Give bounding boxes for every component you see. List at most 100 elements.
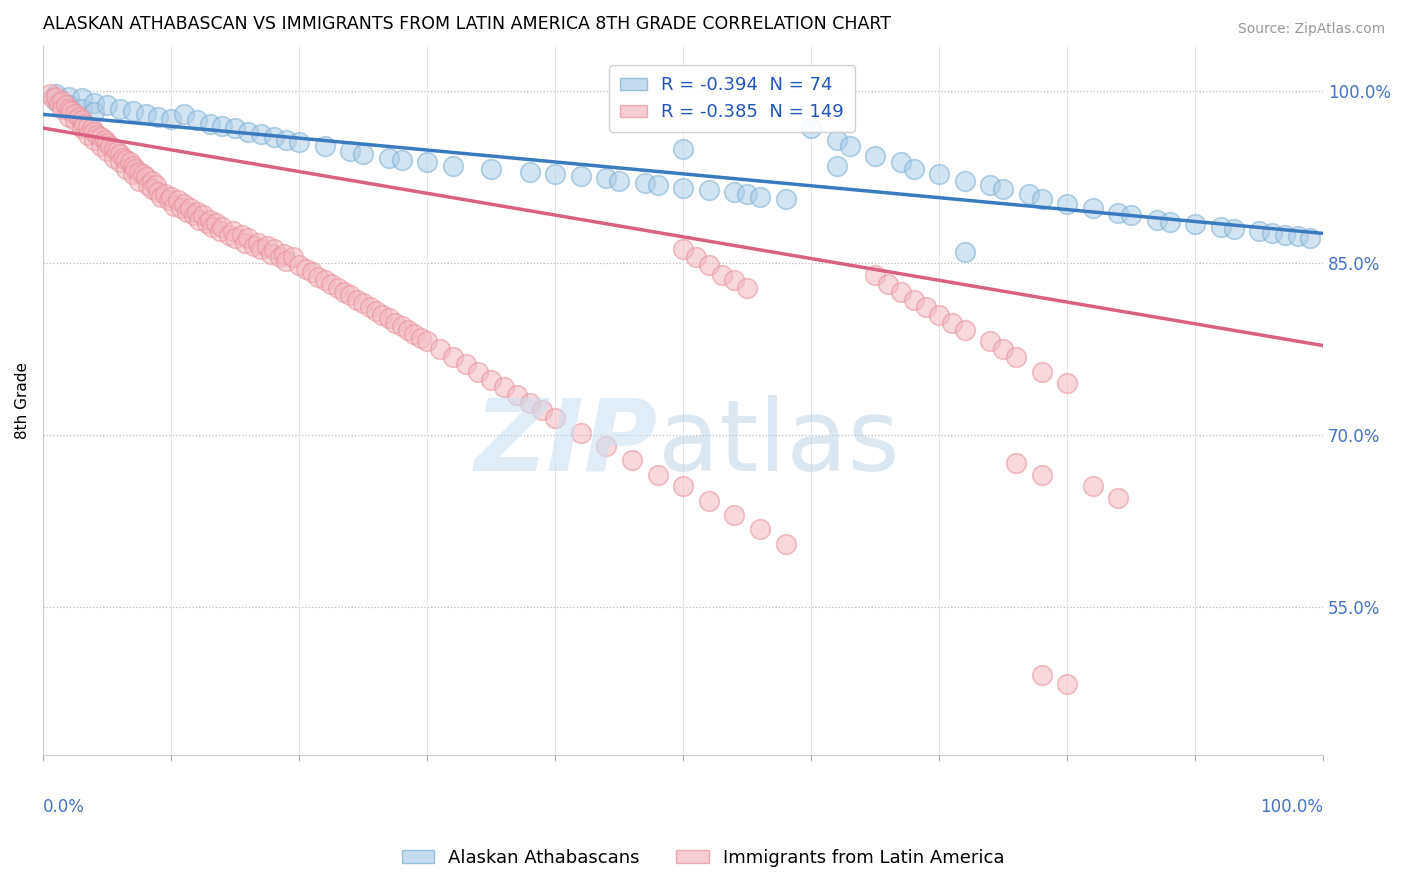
Point bbox=[166, 193, 188, 207]
Point bbox=[108, 155, 131, 169]
Point bbox=[58, 98, 80, 112]
Point bbox=[198, 116, 221, 130]
Point bbox=[211, 119, 233, 133]
Point bbox=[45, 90, 67, 104]
Point bbox=[391, 153, 413, 168]
Point bbox=[115, 153, 138, 168]
Point bbox=[775, 192, 797, 206]
Point bbox=[93, 132, 115, 146]
Point bbox=[352, 147, 374, 161]
Point bbox=[314, 273, 336, 287]
Point bbox=[346, 293, 368, 307]
Point bbox=[506, 388, 529, 402]
Point bbox=[634, 176, 657, 190]
Point bbox=[877, 277, 900, 291]
Point bbox=[314, 139, 336, 153]
Point bbox=[307, 269, 329, 284]
Point bbox=[108, 147, 131, 161]
Point bbox=[224, 231, 246, 245]
Point bbox=[96, 98, 118, 112]
Point bbox=[132, 167, 155, 181]
Point bbox=[224, 121, 246, 136]
Point bbox=[735, 187, 758, 202]
Point bbox=[221, 224, 243, 238]
Point bbox=[838, 139, 860, 153]
Point bbox=[260, 247, 283, 261]
Point bbox=[647, 467, 669, 482]
Point bbox=[98, 139, 121, 153]
Point bbox=[352, 296, 374, 310]
Point bbox=[569, 425, 592, 440]
Point bbox=[96, 136, 118, 150]
Point bbox=[121, 159, 143, 173]
Point bbox=[531, 402, 554, 417]
Point bbox=[928, 167, 950, 181]
Point bbox=[595, 171, 617, 186]
Point bbox=[479, 373, 502, 387]
Point bbox=[231, 227, 253, 242]
Point bbox=[135, 170, 157, 185]
Point bbox=[83, 124, 105, 138]
Point bbox=[339, 288, 361, 302]
Point bbox=[136, 178, 159, 193]
Point bbox=[979, 178, 1001, 193]
Point bbox=[269, 251, 291, 265]
Point bbox=[236, 124, 259, 138]
Point bbox=[903, 162, 925, 177]
Point bbox=[121, 103, 143, 118]
Point bbox=[1081, 479, 1104, 493]
Point bbox=[247, 235, 270, 250]
Point bbox=[153, 187, 176, 202]
Point bbox=[1031, 668, 1053, 682]
Point bbox=[42, 91, 65, 105]
Point bbox=[38, 87, 60, 101]
Legend: Alaskan Athabascans, Immigrants from Latin America: Alaskan Athabascans, Immigrants from Lat… bbox=[394, 842, 1012, 874]
Point bbox=[1031, 365, 1053, 379]
Point bbox=[249, 127, 271, 141]
Point bbox=[1146, 212, 1168, 227]
Y-axis label: 8th Grade: 8th Grade bbox=[15, 362, 30, 439]
Point bbox=[953, 244, 976, 259]
Point bbox=[723, 273, 745, 287]
Point bbox=[45, 87, 67, 101]
Point bbox=[1031, 467, 1053, 482]
Point bbox=[198, 212, 221, 227]
Point bbox=[672, 243, 695, 257]
Point bbox=[928, 308, 950, 322]
Point bbox=[60, 103, 83, 118]
Point bbox=[647, 178, 669, 193]
Point bbox=[51, 94, 73, 108]
Point bbox=[294, 261, 316, 276]
Point bbox=[160, 112, 183, 126]
Point bbox=[201, 219, 224, 234]
Point bbox=[1184, 217, 1206, 231]
Point bbox=[404, 327, 426, 342]
Point bbox=[697, 183, 720, 197]
Point bbox=[51, 102, 73, 116]
Point bbox=[179, 201, 201, 215]
Point bbox=[45, 94, 67, 108]
Point bbox=[1159, 215, 1181, 229]
Point bbox=[991, 342, 1014, 356]
Point bbox=[58, 110, 80, 124]
Point bbox=[697, 494, 720, 508]
Point bbox=[825, 132, 848, 146]
Point bbox=[384, 316, 406, 330]
Point bbox=[723, 185, 745, 199]
Point bbox=[749, 190, 772, 204]
Point bbox=[235, 235, 257, 250]
Point bbox=[55, 98, 77, 112]
Text: ZIP: ZIP bbox=[475, 394, 658, 491]
Point bbox=[1274, 227, 1296, 242]
Point bbox=[90, 130, 112, 145]
Text: Source: ZipAtlas.com: Source: ZipAtlas.com bbox=[1237, 22, 1385, 37]
Point bbox=[441, 350, 464, 364]
Point bbox=[58, 102, 80, 116]
Point bbox=[107, 144, 129, 158]
Point bbox=[941, 316, 963, 330]
Point bbox=[218, 227, 240, 242]
Point bbox=[263, 243, 285, 257]
Point bbox=[163, 199, 186, 213]
Point bbox=[70, 113, 93, 128]
Point bbox=[378, 151, 401, 165]
